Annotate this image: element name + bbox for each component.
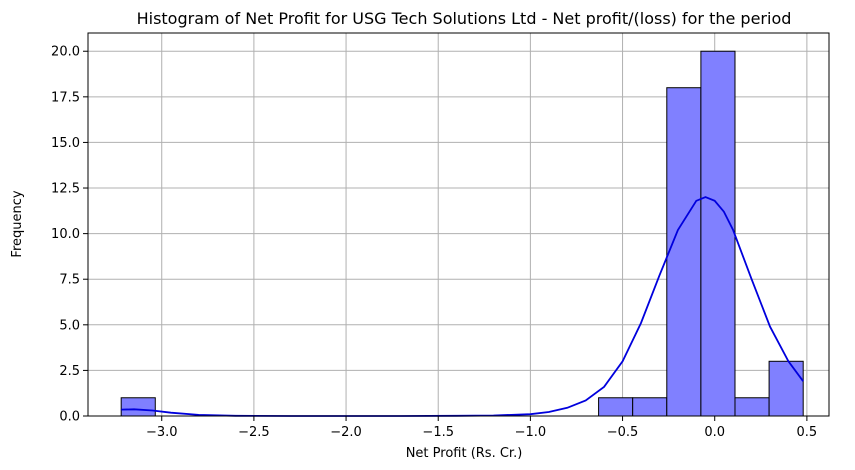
y-tick-label: 5.0 — [59, 318, 80, 333]
x-tick-label: −3.0 — [146, 425, 178, 440]
y-tick-label: 20.0 — [51, 45, 80, 60]
histogram-bar — [768, 360, 804, 417]
x-tick-label: −1.0 — [515, 425, 547, 440]
histogram-bar — [632, 397, 668, 417]
chart-title: Histogram of Net Profit for USG Tech Sol… — [137, 9, 792, 28]
x-axis-label: Net Profit (Rs. Cr.) — [406, 446, 523, 461]
y-tick-label: 7.5 — [59, 273, 80, 288]
y-axis-label: Frequency — [10, 190, 25, 257]
x-tick-label: −1.5 — [422, 425, 454, 440]
y-tick-label: 0.0 — [59, 410, 80, 425]
y-tick-label: 15.0 — [51, 136, 80, 151]
x-tick-label: −0.5 — [607, 425, 639, 440]
x-tick-label: 0.5 — [797, 425, 818, 440]
histogram-bar — [598, 397, 634, 417]
y-axis-ticks: 0.0 2.5 5.0 7.5 10.0 12.5 15.0 17.5 20.0 — [51, 45, 88, 425]
histogram-bar — [700, 50, 736, 417]
x-tick-label: −2.5 — [238, 425, 270, 440]
y-tick-label: 12.5 — [51, 182, 80, 197]
y-tick-label: 2.5 — [59, 364, 80, 379]
x-tick-label: 0.0 — [704, 425, 725, 440]
x-tick-label: −2.0 — [330, 425, 362, 440]
histogram-bar — [120, 397, 156, 417]
plot-frame — [87, 32, 830, 417]
histogram-bar — [666, 87, 702, 417]
y-tick-label: 10.0 — [51, 227, 80, 242]
y-tick-label: 17.5 — [51, 90, 80, 105]
histogram-bar — [734, 397, 770, 417]
x-axis-ticks: −3.0 −2.5 −2.0 −1.5 −1.0 −0.5 0.0 0.5 — [146, 416, 817, 440]
